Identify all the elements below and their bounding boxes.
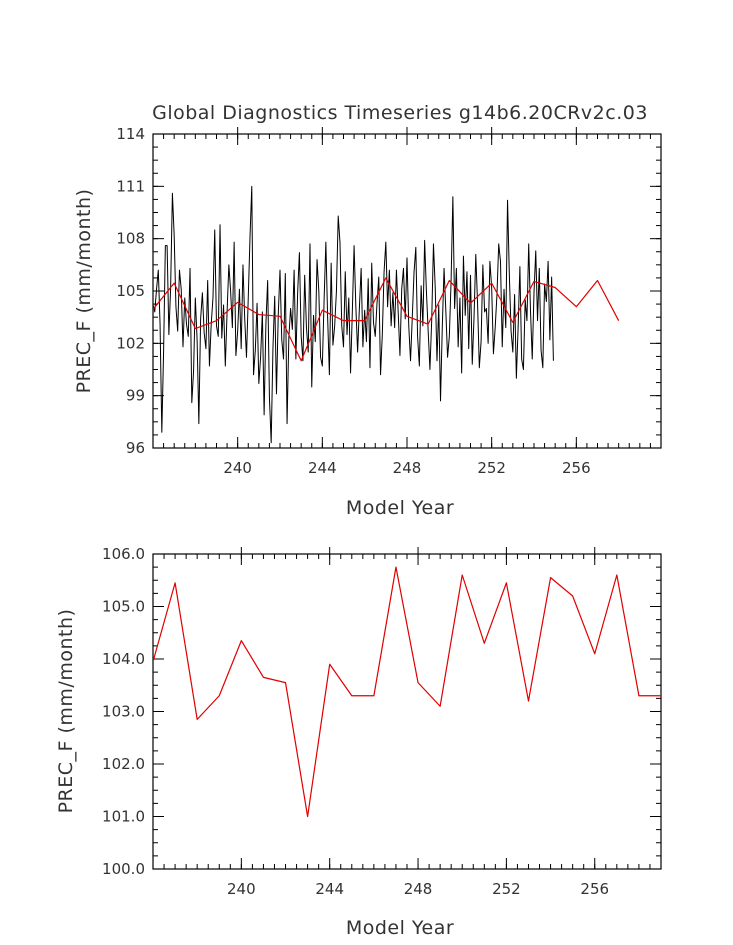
y-tick-label: 99	[126, 387, 145, 405]
chart-title: Global Diagnostics Timeseries g14b6.20CR…	[152, 102, 648, 124]
series-line-annual-mean	[153, 277, 620, 362]
annual-mean-chart: Model Year PREC_F (mm/month) 240 244 248 25…	[55, 545, 662, 939]
y-tick-label: 101.0	[102, 808, 145, 826]
x-tick-label: 256	[562, 459, 591, 477]
x-tick-label: 256	[580, 880, 609, 898]
y-tick-label: 111	[116, 177, 145, 195]
y-tick-label: 108	[116, 230, 145, 248]
x-tick-label: 252	[492, 880, 521, 898]
y-tick-label: 114	[116, 125, 145, 143]
x-tick-label: 252	[477, 459, 506, 477]
x-tick-label: 244	[308, 459, 337, 477]
y-tick-label: 105.0	[102, 598, 145, 616]
y-tick-label: 102.0	[102, 755, 145, 773]
timeseries-chart: Global Diagnostics Timeseries g14b6.20CR…	[73, 102, 662, 519]
x-axis-title: Model Year	[346, 917, 454, 939]
plot-frame	[152, 133, 662, 449]
x-axis-title: Model Year	[346, 497, 454, 519]
series-line-annual-mean	[153, 566, 661, 818]
y-tick-label: 102	[116, 334, 145, 352]
x-tick-label: 240	[223, 459, 252, 477]
y-tick-label: 105	[116, 282, 145, 300]
y-tick-label: 103.0	[102, 703, 145, 721]
x-tick-label: 240	[227, 880, 256, 898]
y-axis-title: PREC_F (mm/month)	[55, 609, 77, 814]
plot-frame	[152, 553, 662, 870]
x-tick-label: 248	[404, 880, 433, 898]
y-tick-label: 106.0	[102, 545, 145, 563]
series-line-monthly	[153, 185, 554, 444]
x-tick-label: 248	[393, 459, 422, 477]
y-tick-label: 104.0	[102, 650, 145, 668]
x-tick-label: 244	[315, 880, 344, 898]
y-tick-label: 100.0	[102, 860, 145, 878]
y-tick-label: 96	[126, 439, 145, 457]
y-axis-title: PREC_F (mm/month)	[73, 189, 95, 394]
